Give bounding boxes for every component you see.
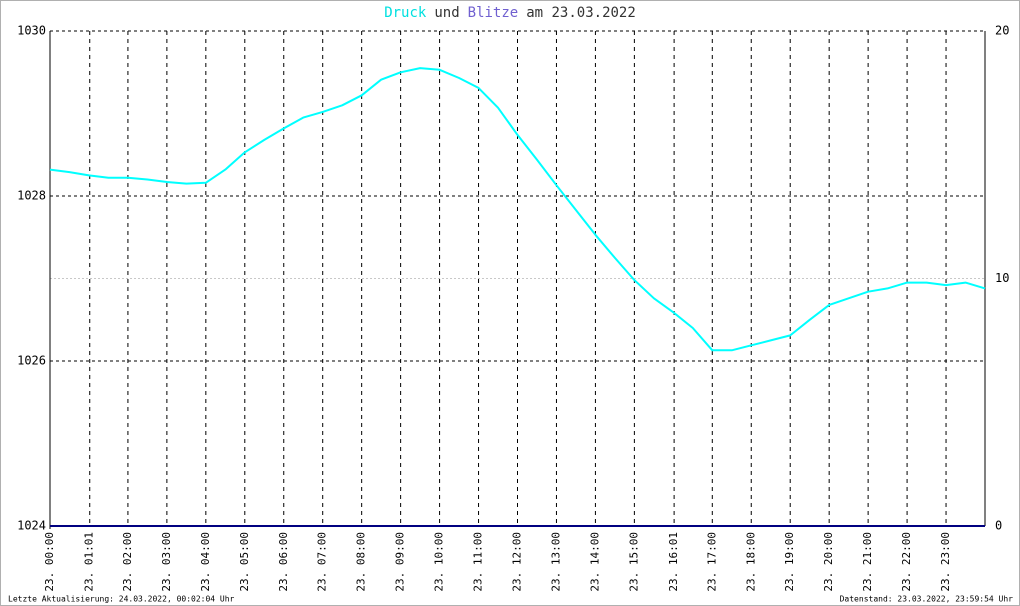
x-tick-label: 23. 14:00 bbox=[588, 532, 601, 592]
y-tick-label: 1028 bbox=[17, 189, 46, 203]
x-tick-label: 23. 12:00 bbox=[511, 532, 524, 592]
y-tick-label: 1030 bbox=[17, 24, 46, 38]
x-tick-label: 23. 17:00 bbox=[705, 532, 718, 592]
x-tick-label: 23. 09:00 bbox=[394, 532, 407, 592]
chart-title: Druck und Blitze am 23.03.2022 bbox=[384, 5, 636, 21]
series-line bbox=[49, 67, 986, 352]
title-series: Druck bbox=[384, 5, 427, 21]
x-tick-label: 23. 15:00 bbox=[627, 532, 640, 592]
x-tick-label: 23. 00:00 bbox=[43, 532, 56, 592]
x-tick-label: 23. 04:00 bbox=[199, 532, 212, 592]
x-tick-label: 23. 22:00 bbox=[900, 532, 913, 592]
x-tick-label: 23. 21:00 bbox=[861, 532, 874, 592]
x-tick-label: 23. 08:00 bbox=[355, 532, 368, 592]
x-tick-label: 23. 18:00 bbox=[744, 532, 757, 592]
x-tick-label: 23. 03:00 bbox=[160, 532, 173, 592]
x-tick-label: 23. 06:00 bbox=[277, 532, 290, 592]
x-tick-label: 23. 13:00 bbox=[549, 532, 562, 592]
x-tick-label: 23. 23:00 bbox=[939, 532, 952, 592]
x-tick-label: 23. 10:00 bbox=[433, 532, 446, 592]
x-tick-label: 23. 01:01 bbox=[83, 532, 96, 592]
x-tick-label: 23. 16:01 bbox=[667, 532, 680, 592]
x-tick-label: 23. 02:00 bbox=[121, 532, 134, 592]
x-tick-label: 23. 07:00 bbox=[316, 532, 329, 592]
title-series: Blitze bbox=[468, 5, 519, 21]
x-tick-label: 23. 11:00 bbox=[472, 532, 485, 592]
y-tick-label: 1024 bbox=[17, 519, 46, 533]
title-date: am 23.03.2022 bbox=[526, 5, 636, 21]
footer-right: Datenstand: 23.03.2022, 23:59:54 Uhr bbox=[840, 595, 1014, 604]
footer-left: Letzte Aktualisierung: 24.03.2022, 00:02… bbox=[8, 595, 235, 604]
y2-tick-label: 20 bbox=[995, 24, 1009, 38]
y2-tick-label: 0 bbox=[995, 519, 1002, 533]
x-tick-label: 23. 19:00 bbox=[783, 532, 796, 592]
x-tick-label: 23. 20:00 bbox=[822, 532, 835, 592]
x-tick-label: 23. 05:00 bbox=[238, 532, 251, 592]
title-connector: und bbox=[434, 5, 459, 21]
y-tick-label: 1026 bbox=[17, 354, 46, 368]
y2-tick-label: 10 bbox=[995, 271, 1009, 285]
